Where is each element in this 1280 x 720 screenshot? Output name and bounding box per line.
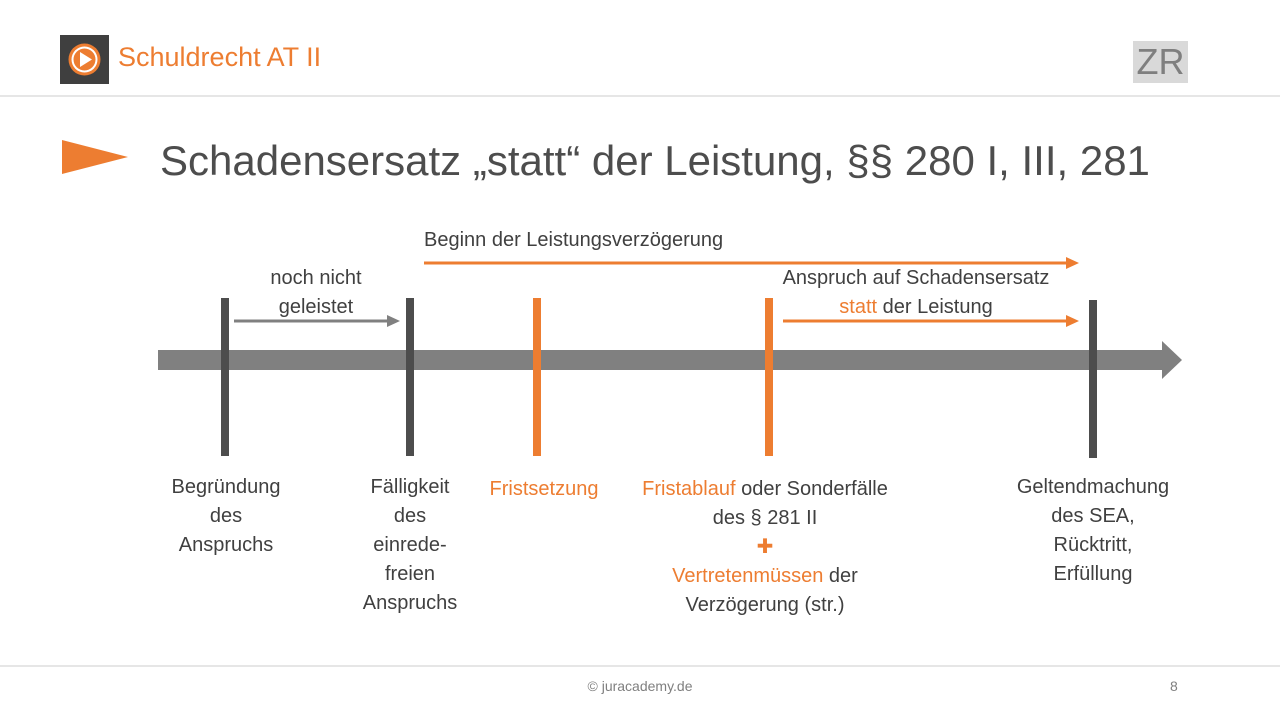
footer-divider: [0, 665, 1280, 667]
play-circle-icon: [68, 43, 101, 76]
label-fristsetzung: Fristsetzung: [490, 475, 599, 504]
schadensersatz-line1: Anspruch auf Schadensersatz: [782, 267, 1050, 289]
label-line: Fristsetzung: [489, 478, 599, 500]
label-line: freien: [384, 563, 436, 585]
noch-nicht-line2: geleistet: [278, 296, 354, 318]
leistungsverzoegerung-arrowhead: [1066, 257, 1079, 269]
plus-icon: ✚: [756, 536, 774, 558]
schadensersatz-arrowhead: [1066, 315, 1079, 327]
label-line: des SEA,: [1051, 505, 1135, 527]
label-line: Verzögerung (str.): [685, 594, 845, 616]
label-line: Geltendmachung: [1016, 476, 1170, 498]
schadensersatz-label: Anspruch auf Schadensersatz statt der Le…: [783, 264, 1050, 322]
label-geltendmachung: Geltendmachung des SEA, Rücktritt, Erfül…: [1017, 473, 1169, 589]
marker-begruendung: [221, 298, 229, 456]
label-line: des: [209, 505, 243, 527]
marker-fristsetzung: [533, 298, 541, 456]
label-begruendung: Begründung des Anspruchs: [172, 473, 281, 560]
label-line: Anspruchs: [362, 592, 458, 614]
noch-nicht-geleistet-label: noch nicht geleistet: [270, 264, 361, 322]
label-line: Erfüllung: [1053, 563, 1133, 585]
schadensersatz-line2: statt der Leistung: [783, 293, 1050, 322]
label-fristablauf: Fristablauf oder Sonderfälle des § 281 I…: [642, 475, 888, 620]
label-faelligkeit: Fälligkeit des einrede- freien Anspruchs: [363, 473, 458, 618]
noch-nicht-geleistet-arrowhead: [387, 315, 400, 327]
timeline-axis: [158, 350, 1165, 370]
footer-copyright: © juracademy.de: [587, 678, 693, 694]
header-divider: [0, 95, 1280, 97]
oder-sonderfaelle-text: oder Sonderfälle: [735, 478, 888, 500]
fristablauf-word: Fristablauf: [642, 478, 736, 500]
leistungsverzoegerung-label: Beginn der Leistungsverzögerung: [424, 229, 724, 251]
vertretenmuessen-word: Vertretenmüssen: [672, 565, 824, 587]
logo: [60, 35, 109, 84]
label-line: Vertretenmüssen der: [642, 562, 888, 591]
timeline-axis-arrowhead: [1162, 341, 1182, 379]
slide-title: Schadensersatz „statt“ der Leistung, §§ …: [160, 137, 1150, 184]
orange-triangle-pointer-icon: [62, 140, 128, 174]
label-line: Fristablauf oder Sonderfälle: [642, 475, 888, 504]
label-line: einrede-: [373, 534, 447, 556]
marker-geltendmachung: [1089, 300, 1097, 458]
label-line: Rücktritt,: [1053, 534, 1133, 556]
der-leistung-text: der Leistung: [877, 296, 993, 318]
statt-word: statt: [839, 296, 878, 318]
marker-faelligkeit: [406, 298, 414, 456]
marker-fristablauf: [765, 298, 773, 456]
label-line: Anspruchs: [178, 534, 274, 556]
noch-nicht-line1: noch nicht: [270, 267, 362, 289]
der-text: der: [823, 565, 858, 587]
label-line: Begründung: [171, 476, 281, 498]
label-line: des § 281 II: [712, 507, 818, 529]
page-number: 8: [1170, 678, 1178, 694]
zr-badge: ZR: [1133, 41, 1188, 83]
label-line: des: [393, 505, 427, 527]
label-line: Fälligkeit: [370, 476, 450, 498]
course-title: Schuldrecht AT II: [118, 42, 322, 72]
